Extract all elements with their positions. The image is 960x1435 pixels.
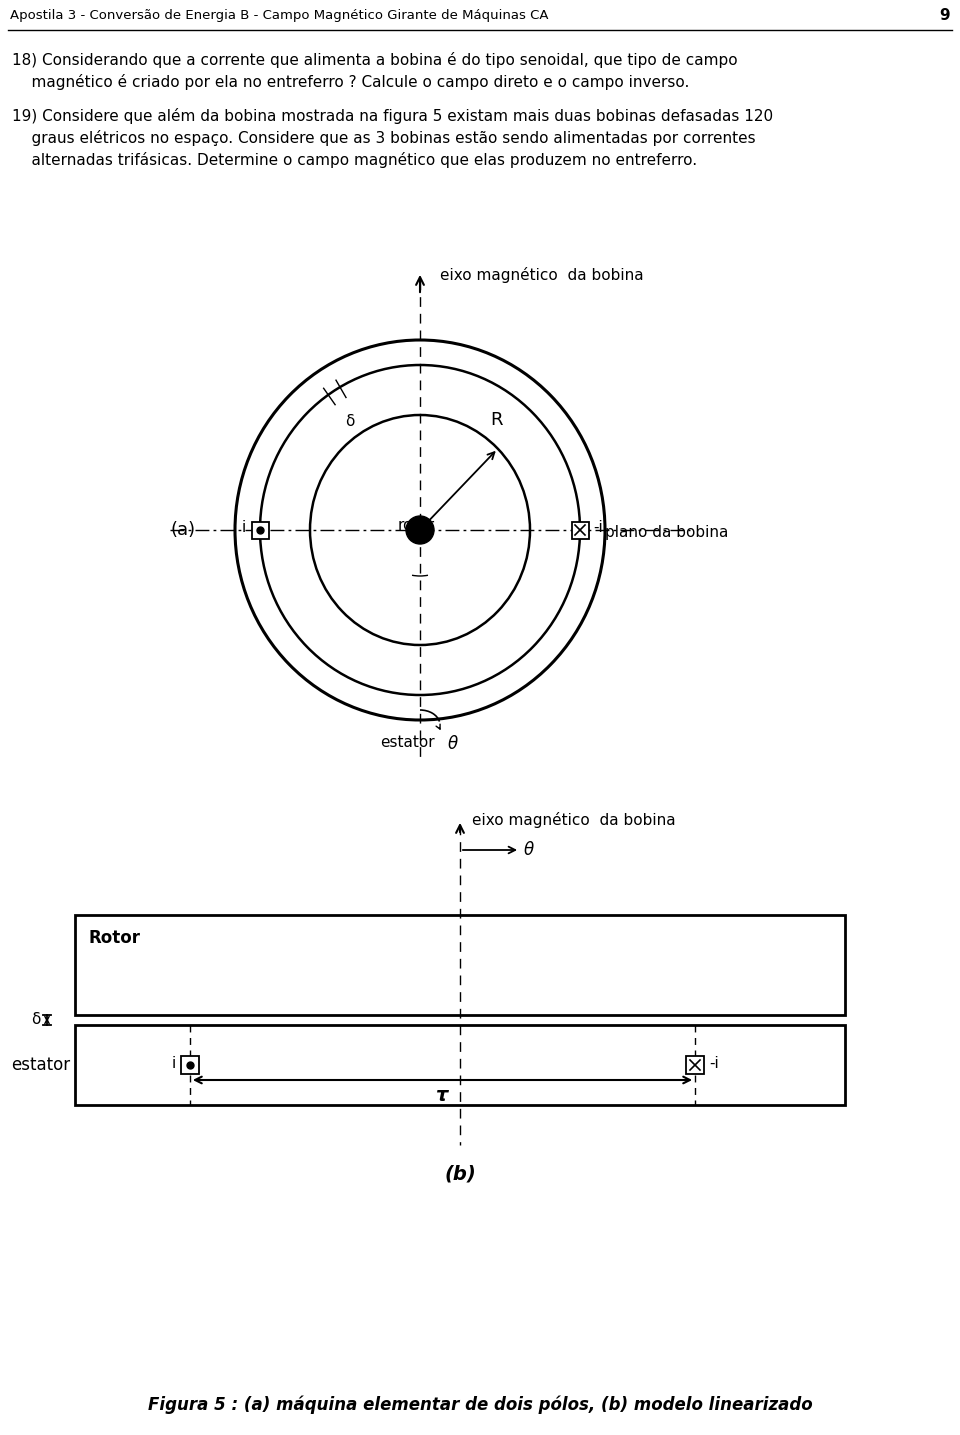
- Text: eixo magnético  da bobina: eixo magnético da bobina: [472, 812, 676, 828]
- Text: estator: estator: [11, 1056, 70, 1073]
- Bar: [252, 521, 269, 538]
- Text: θ: θ: [524, 841, 534, 860]
- Text: θ: θ: [448, 735, 458, 753]
- Text: Figura 5 : (a) máquina elementar de dois pólos, (b) modelo linearizado: Figura 5 : (a) máquina elementar de dois…: [148, 1396, 812, 1415]
- Text: -i: -i: [593, 521, 603, 535]
- Bar: [686, 1056, 704, 1073]
- Text: rotor: rotor: [398, 518, 435, 532]
- Text: 19) Considere que além da bobina mostrada na figura 5 existam mais duas bobinas : 19) Considere que além da bobina mostrad…: [12, 108, 773, 123]
- Bar: [571, 521, 588, 538]
- Text: 9: 9: [940, 7, 950, 23]
- Bar: [75, 916, 845, 1015]
- Text: magnético é criado por ela no entreferro ? Calcule o campo direto e o campo inve: magnético é criado por ela no entreferro…: [12, 75, 689, 90]
- Text: estator: estator: [380, 735, 435, 751]
- Text: i: i: [241, 521, 246, 535]
- Text: R: R: [490, 410, 502, 429]
- Text: plano da bobina: plano da bobina: [605, 525, 729, 540]
- Text: (a): (a): [170, 521, 195, 540]
- Text: eixo magnético  da bobina: eixo magnético da bobina: [440, 267, 643, 283]
- Text: graus elétricos no espaço. Considere que as 3 bobinas estão sendo alimentadas po: graus elétricos no espaço. Considere que…: [12, 131, 756, 146]
- Text: δ: δ: [345, 415, 354, 429]
- Text: δ: δ: [32, 1013, 41, 1027]
- Text: alternadas trifásicas. Determine o campo magnético que elas produzem no entrefer: alternadas trifásicas. Determine o campo…: [12, 152, 697, 168]
- Text: τ: τ: [436, 1086, 448, 1105]
- Text: i: i: [172, 1056, 176, 1071]
- Text: (b): (b): [444, 1165, 476, 1184]
- Bar: [75, 1025, 845, 1105]
- Text: 18) Considerando que a corrente que alimenta a bobina é do tipo senoidal, que ti: 18) Considerando que a corrente que alim…: [12, 52, 737, 67]
- Bar: [181, 1056, 199, 1073]
- Text: -i: -i: [709, 1056, 719, 1071]
- Circle shape: [406, 517, 434, 544]
- Text: Apostila 3 - Conversão de Energia B - Campo Magnético Girante de Máquinas CA: Apostila 3 - Conversão de Energia B - Ca…: [10, 9, 548, 22]
- Text: Rotor: Rotor: [89, 928, 141, 947]
